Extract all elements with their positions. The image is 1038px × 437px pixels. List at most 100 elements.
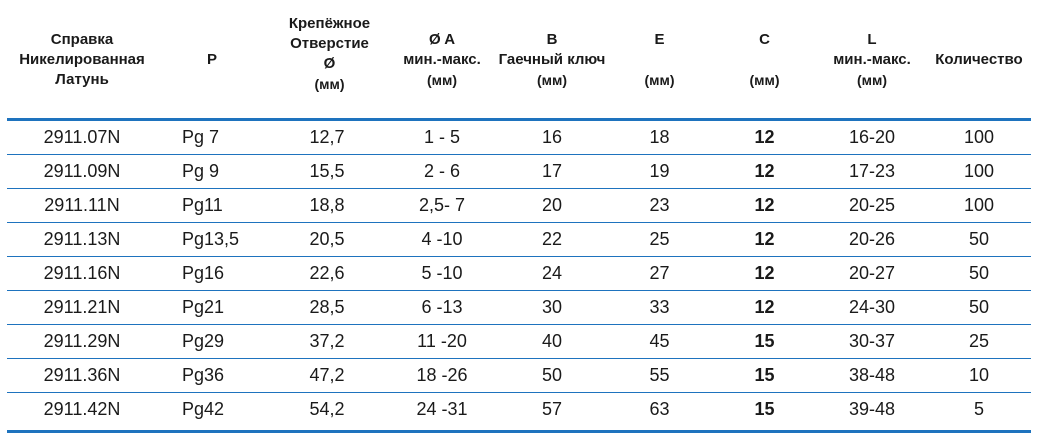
cell-qty: 100 — [963, 127, 995, 147]
table-body: 2911.07N Pg 7 12,7 1 - 5 16 18 12 16-20 100 2911.… — [7, 121, 1031, 427]
header-ref-line-3: Латунь — [55, 71, 109, 88]
cell-p: Pg36 — [182, 365, 225, 385]
header-e-line-1: E — [654, 31, 665, 48]
table-row: 2911.09N Pg 9 15,5 2 - 6 17 19 12 17-23 100 — [7, 155, 1031, 189]
header-e: E (мм) — [612, 0, 707, 118]
header-hole-line-3: Ø — [323, 55, 336, 72]
table-row: 2911.21N Pg21 28,5 6 -13 30 33 12 24-30 50 — [7, 291, 1031, 325]
cell-ref: 2911.13N — [43, 229, 121, 249]
cell-ref: 2911.16N — [43, 263, 121, 283]
header-c: C (мм) — [717, 0, 812, 118]
cell-p: Pg16 — [182, 263, 225, 283]
cell-hole: 15,5 — [309, 161, 345, 181]
cell-l: 20-26 — [848, 229, 896, 249]
cell-a: 2,5- 7 — [418, 195, 466, 215]
cell-qty: 5 — [973, 399, 984, 419]
header-c-unit: (мм) — [749, 72, 780, 88]
cell-b: 40 — [541, 331, 563, 351]
cell-hole: 28,5 — [309, 297, 345, 317]
cell-e: 55 — [649, 365, 670, 385]
cell-ref: 2911.07N — [43, 127, 121, 147]
table-bottom-rule — [7, 430, 1031, 433]
cell-c: 12 — [754, 229, 775, 249]
table-row: 2911.42N Pg42 54,2 24 -31 57 63 15 39-48 5 — [7, 393, 1031, 427]
cell-b: 30 — [541, 297, 563, 317]
cell-b: 24 — [541, 263, 563, 283]
cell-l: 20-25 — [848, 195, 896, 215]
cell-ref: 2911.29N — [43, 331, 121, 351]
header-qty: Количество — [927, 0, 1031, 118]
cell-a: 2 - 6 — [423, 161, 461, 181]
header-hole: Крепёжное Отверстие Ø (мм) — [272, 0, 387, 118]
cell-ref: 2911.36N — [43, 365, 121, 385]
cell-a: 11 -20 — [417, 331, 467, 351]
cell-e: 23 — [649, 195, 670, 215]
cell-qty: 10 — [968, 365, 990, 385]
cell-qty: 50 — [968, 229, 990, 249]
cell-a: 18 -26 — [416, 365, 468, 385]
cell-a: 24 -31 — [416, 399, 468, 419]
table-row: 2911.07N Pg 7 12,7 1 - 5 16 18 12 16-20 100 — [7, 121, 1031, 155]
cell-qty: 100 — [963, 161, 995, 181]
header-b-unit: (мм) — [536, 72, 568, 88]
table-header: Справка Никелированная Латунь P Крепёжно… — [7, 0, 1031, 118]
header-a: Ø A мин.-макс. (мм) — [382, 0, 502, 118]
cell-c: 12 — [754, 195, 775, 215]
cell-l: 17-23 — [848, 161, 896, 181]
header-l-line-1: L — [867, 31, 877, 48]
cell-e: 19 — [649, 161, 670, 181]
cell-ref: 2911.21N — [43, 297, 121, 317]
cell-p: Pg21 — [182, 297, 225, 317]
cell-b: 57 — [541, 399, 563, 419]
cell-c: 12 — [754, 297, 775, 317]
cell-hole: 54,2 — [309, 399, 345, 419]
header-b: B Гаечный ключ (мм) — [497, 0, 607, 118]
header-b-line-2: Гаечный ключ — [498, 51, 606, 68]
cell-b: 16 — [541, 127, 563, 147]
header-p-line-1: P — [206, 51, 217, 68]
header-a-line-1: Ø A — [428, 31, 456, 48]
cell-c: 12 — [754, 161, 775, 181]
cell-e: 18 — [649, 127, 670, 147]
cell-c: 12 — [754, 263, 775, 283]
table-row: 2911.36N Pg36 47,2 18 -26 50 55 15 38-48 10 — [7, 359, 1031, 393]
cell-p: Pg42 — [182, 399, 225, 419]
cell-qty: 25 — [968, 331, 990, 351]
cell-hole: 20,5 — [309, 229, 345, 249]
header-ref: Справка Никелированная Латунь — [7, 0, 157, 118]
cell-hole: 37,2 — [309, 331, 345, 351]
product-table: Справка Никелированная Латунь P Крепёжно… — [7, 0, 1031, 437]
cell-l: 30-37 — [848, 331, 896, 351]
cell-a: 6 -13 — [421, 297, 463, 317]
header-p: P — [157, 0, 267, 118]
cell-hole: 12,7 — [309, 127, 345, 147]
cell-qty: 50 — [968, 297, 990, 317]
header-l-line-2: мин.-макс. — [833, 51, 911, 68]
header-l: L мин.-макс. (мм) — [817, 0, 927, 118]
header-c-spacer — [762, 50, 766, 70]
cell-c: 15 — [754, 331, 775, 351]
table-row: 2911.16N Pg16 22,6 5 -10 24 27 12 20-27 50 — [7, 257, 1031, 291]
cell-ref: 2911.09N — [43, 161, 121, 181]
cell-b: 20 — [541, 195, 563, 215]
cell-b: 17 — [541, 161, 563, 181]
cell-hole: 22,6 — [309, 263, 345, 283]
cell-b: 50 — [541, 365, 563, 385]
cell-e: 25 — [649, 229, 670, 249]
cell-p: Pg11 — [182, 195, 223, 215]
header-a-line-2: мин.-макс. — [403, 51, 481, 68]
cell-e: 63 — [649, 399, 670, 419]
cell-qty: 100 — [963, 195, 995, 215]
cell-l: 16-20 — [848, 127, 896, 147]
cell-p: Pg 7 — [182, 127, 220, 147]
cell-hole: 18,8 — [309, 195, 345, 215]
cell-e: 33 — [649, 297, 670, 317]
cell-qty: 50 — [968, 263, 990, 283]
cell-l: 24-30 — [848, 297, 896, 317]
cell-a: 5 -10 — [421, 263, 463, 283]
cell-e: 27 — [649, 263, 670, 283]
header-c-line-1: C — [759, 31, 770, 48]
cell-l: 38-48 — [848, 365, 896, 385]
cell-l: 20-27 — [848, 263, 896, 283]
cell-b: 22 — [541, 229, 563, 249]
